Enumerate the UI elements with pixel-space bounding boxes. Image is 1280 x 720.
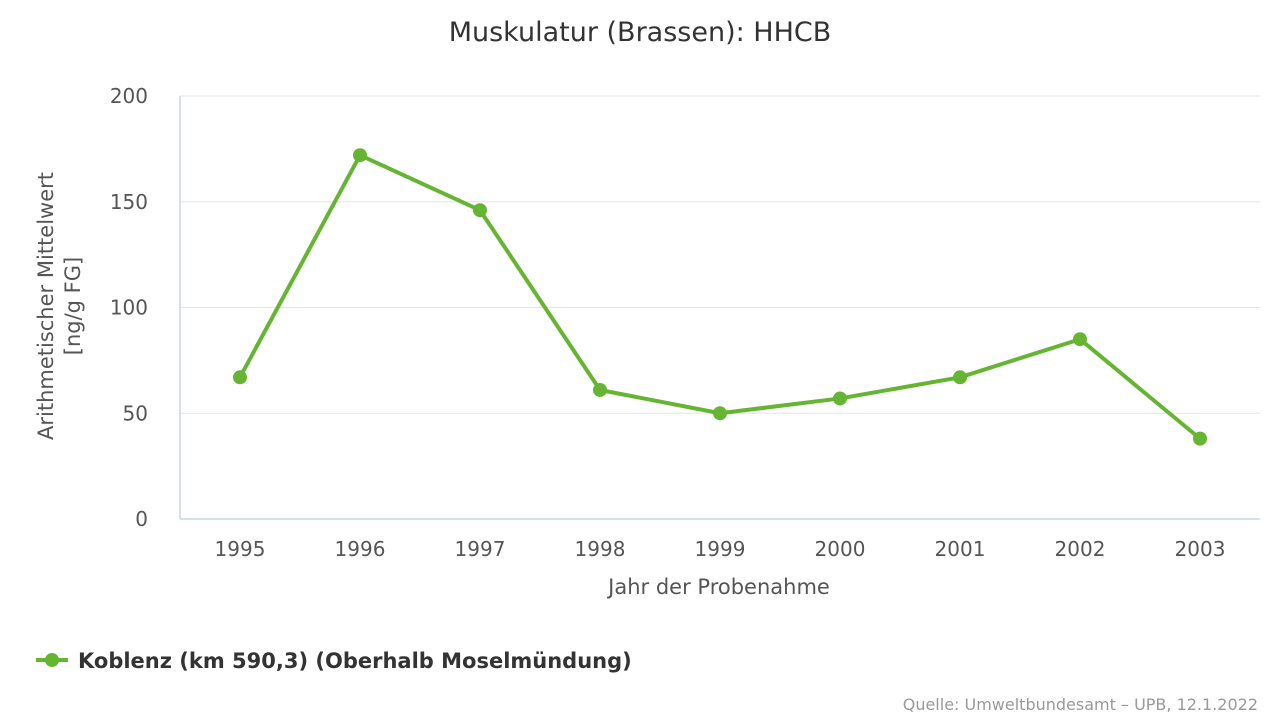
x-tick-label: 2002 [1055, 537, 1106, 561]
data-point-1999[interactable] [713, 406, 727, 421]
legend[interactable]: Koblenz (km 590,3) (Oberhalb Moselmündun… [36, 649, 632, 673]
y-tick-label: 150 [110, 190, 148, 214]
x-tick-label: 2003 [1175, 537, 1226, 561]
x-tick-labels: 1995 1996 1997 1998 1999 2000 2001 2002 2003 [215, 537, 1226, 561]
grid-lines [180, 95, 1260, 414]
series-line [238, 153, 1202, 441]
x-tick-label: 1999 [695, 537, 746, 561]
credits-source[interactable]: Quelle: Umweltbundesamt – UPB, 12.1.2022 [903, 695, 1258, 714]
x-axis-title: Jahr der Probenahme [606, 575, 830, 599]
legend-marker-symbol [45, 653, 59, 667]
series-koblenz [233, 148, 1207, 446]
data-point-1995[interactable] [233, 370, 247, 385]
y-tick-label: 100 [110, 296, 148, 320]
x-tick-label: 2001 [935, 537, 986, 561]
chart-title: Muskulatur (Brassen): HHCB [449, 17, 832, 48]
y-tick-labels: 0 50 100 150 200 [110, 84, 148, 531]
y-axis-title-line-2: [ng/g FG] [61, 257, 85, 355]
legend-item-label[interactable]: Koblenz (km 590,3) (Oberhalb Moselmündun… [78, 649, 632, 673]
y-tick-label: 200 [110, 84, 148, 108]
y-tick-label: 50 [123, 401, 148, 425]
y-tick-label: 0 [135, 507, 148, 531]
x-tick-label: 2000 [815, 537, 866, 561]
data-point-2001[interactable] [953, 370, 967, 385]
data-point-2003[interactable] [1193, 431, 1207, 446]
x-tick-label: 1997 [455, 537, 506, 561]
x-tick-label: 1995 [215, 537, 266, 561]
x-tick-label: 1996 [335, 537, 386, 561]
y-axis-title-line-1: Arithmetischer Mittelwert [34, 172, 58, 440]
data-point-2000[interactable] [833, 391, 847, 406]
data-point-1998[interactable] [593, 382, 607, 397]
data-point-2002[interactable] [1073, 332, 1087, 347]
x-tick-label: 1998 [575, 537, 626, 561]
data-point-1996[interactable] [353, 148, 367, 163]
y-axis-title: Arithmetischer Mittelwert [ng/g FG] [34, 172, 85, 440]
data-point-1997[interactable] [473, 203, 487, 218]
